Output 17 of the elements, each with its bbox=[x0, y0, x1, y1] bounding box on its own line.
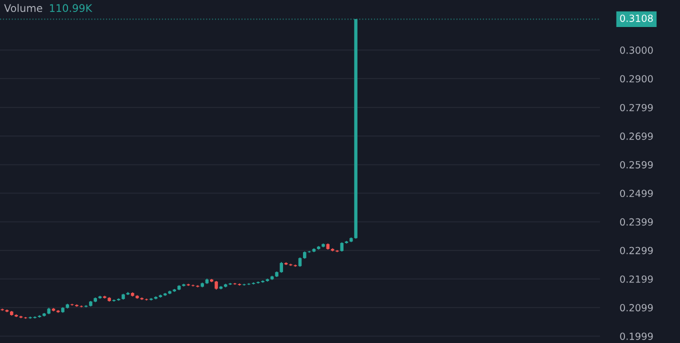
y-tick-label: 0.2199 bbox=[620, 275, 653, 283]
y-tick-label: 0.2099 bbox=[620, 304, 653, 312]
y-tick-label: 0.3000 bbox=[620, 46, 653, 54]
annotation: 110.99K bbox=[50, 4, 92, 12]
candlestick bbox=[340, 242, 344, 252]
y-tick-label: 0.2900 bbox=[620, 75, 653, 82]
y-tick-label: 0.2299 bbox=[620, 246, 653, 254]
candlestick bbox=[280, 262, 284, 274]
y-tick-label: 0.2699 bbox=[620, 132, 653, 140]
annotation: Volume bbox=[4, 4, 42, 12]
y-tick-label: 0.2399 bbox=[620, 218, 653, 226]
ref-line-label: 0.3108 bbox=[620, 14, 653, 22]
y-tick-label: 0.2599 bbox=[620, 161, 653, 168]
candlestick bbox=[298, 256, 302, 268]
y-tick-label: 0.2499 bbox=[620, 190, 653, 198]
y-tick-label: 0.2799 bbox=[620, 104, 653, 112]
y-tick-label: 0.1999 bbox=[620, 332, 653, 340]
